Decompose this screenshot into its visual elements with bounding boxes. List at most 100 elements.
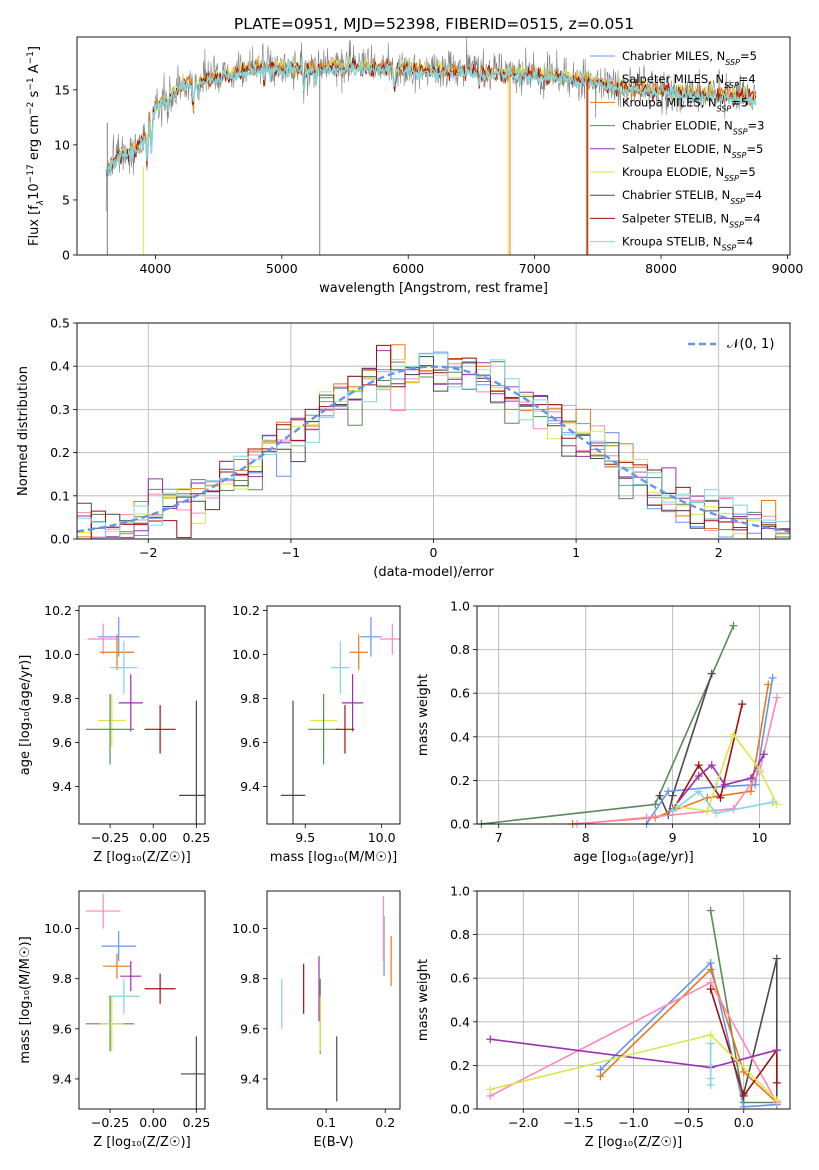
weight-marker	[738, 700, 747, 709]
errorbar-point	[97, 694, 126, 747]
y-axis-label-part: s	[27, 90, 42, 101]
errorbar-point	[120, 961, 142, 992]
weight-marker	[596, 1072, 605, 1081]
x-tick-label: −1	[282, 545, 300, 560]
y-axis-label-part: ]	[27, 46, 42, 51]
weight-marker	[739, 1067, 748, 1076]
weight-marker	[706, 1074, 715, 1083]
x-tick-label: −2	[139, 545, 157, 560]
y-tick-label: 0.5	[50, 316, 70, 331]
y-tick-label: 0.0	[450, 817, 470, 832]
legend-entry: Salpeter MILES, NSSP=4	[622, 72, 756, 90]
x-tick-label: 4000	[139, 261, 171, 276]
legend-count: =4	[744, 211, 761, 225]
legend-entry: Kroupa STELIB, NSSP=4	[622, 235, 753, 253]
y-axis-label-part: λ	[36, 200, 46, 206]
errorbar-point	[118, 674, 143, 732]
spectrum-model-line	[105, 56, 757, 177]
residuals-panel: −2 −1 0 1 2 0.0 0.1 0.2 0.3 0.4 0.5 (data-model)/er…	[16, 316, 791, 580]
weight-vs-z-panel: −2.0 −1.5 −1.0 −0.5 0.0 0.0 0.2 0.4 0.6 0.8 1.0 Z […	[416, 884, 791, 1150]
weight-marker	[642, 813, 651, 822]
y-tick-label: 10.2	[232, 603, 260, 618]
x-tick-label: 9000	[772, 261, 804, 276]
weight-marker	[772, 1046, 781, 1055]
weight-marker	[694, 787, 703, 796]
weight-line	[599, 961, 777, 1108]
axes-frame	[78, 890, 206, 1110]
x-tick-label: 7000	[519, 261, 551, 276]
mass-vs-z-panel: −0.25 0.00 0.25 9.4 9.6 9.8 10.0 Z [log₁₀(Z/Z☉)…	[18, 890, 210, 1150]
legend-entry: Chabrier MILES, NSSP=5	[622, 49, 757, 67]
y-tick-label: 0.2	[450, 773, 470, 788]
y-axis-label-part: Flux [f	[27, 205, 42, 246]
age-vs-mass-panel: 9.5 10.0 9.4 9.6 9.8 10.0 10.2 mass [log₁₀(M/M☉…	[232, 603, 401, 865]
weight-marker	[707, 761, 716, 770]
legend-text: Chabrier ELODIE, N	[622, 119, 733, 133]
weight-line	[671, 753, 765, 810]
weight-marker	[720, 780, 729, 789]
weight-marker	[729, 621, 738, 630]
x-tick-label: 9.5	[295, 830, 315, 845]
weight-marker	[759, 750, 768, 759]
x-axis-label: mass [log₁₀(M/M☉)]	[270, 850, 397, 865]
legend-count: =5	[746, 142, 763, 156]
axes-frame	[266, 890, 401, 1110]
x-tick-label: 9	[669, 830, 677, 845]
x-tick-label: 0	[430, 545, 438, 560]
x-tick-label: −0.25	[91, 1115, 129, 1130]
y-axis-label-part: −17	[26, 164, 36, 183]
errorbar-point	[349, 634, 368, 670]
legend-count: =5	[739, 165, 756, 179]
legend-count: =4	[736, 235, 753, 249]
y-tick-label: 9.4	[240, 1071, 260, 1086]
x-axis-label: Z [log₁₀(Z/Z☉)]	[93, 850, 190, 865]
legend-subscript: SSP	[729, 220, 744, 229]
spectrum-panel: 4000 5000 6000 7000 8000 9000 0 5 10 15 wavelength…	[26, 36, 803, 296]
errorbar-point	[85, 694, 135, 765]
legend-text: Kroupa MILES, N	[622, 95, 717, 109]
errorbar-point	[87, 623, 119, 655]
y-tick-label: 10.0	[44, 647, 72, 662]
axes-frame	[476, 605, 791, 825]
errorbar-point	[179, 700, 205, 824]
y-tick-label: 9.8	[52, 691, 72, 706]
y-tick-label: 9.6	[240, 735, 260, 750]
legend-text: Chabrier STELIB, N	[622, 188, 730, 202]
legend-text: Salpeter STELIB, N	[622, 211, 729, 225]
y-axis-label-part: −2	[26, 102, 36, 115]
weight-marker	[764, 680, 773, 689]
errorbar-point	[97, 617, 140, 657]
y-tick-label: 5	[62, 192, 70, 207]
x-axis-label: (data-model)/error	[373, 565, 494, 580]
y-tick-label: 0.2	[450, 1058, 470, 1073]
y-axis-label-part: −1	[26, 77, 36, 90]
legend-entry: Chabrier ELODIE, NSSP=3	[622, 119, 764, 137]
y-tick-label: 0.6	[450, 686, 470, 701]
weight-line	[672, 790, 773, 814]
legend-subscript: SSP	[717, 104, 732, 113]
axes-frame	[476, 890, 791, 1110]
y-tick-label: 0.4	[450, 1014, 470, 1029]
errorbar-point	[108, 978, 140, 1014]
y-tick-label: 0.6	[450, 971, 470, 986]
y-tick-label: 10.0	[232, 647, 260, 662]
x-axis-label: Z [log₁₀(Z/Z☉)]	[585, 1135, 682, 1150]
weight-marker	[668, 791, 677, 800]
legend-text: Salpeter MILES, N	[622, 72, 724, 86]
weight-marker	[772, 693, 781, 702]
legend-entry: Salpeter ELODIE, NSSP=5	[622, 142, 763, 160]
weight-marker	[739, 1091, 748, 1100]
mass-vs-ebv-panel: 0.1 0.2 9.4 9.6 9.8 10.0 E(B-V)	[232, 890, 401, 1150]
y-tick-label: 9.8	[52, 971, 72, 986]
plot-area: 4000 5000 6000 7000 8000 9000051015wavelength…	[16, 36, 803, 1150]
y-tick-label: 9.6	[52, 1021, 72, 1036]
legend-entry: Chabrier STELIB, NSSP=4	[622, 188, 762, 206]
weight-marker	[703, 806, 712, 815]
normal-curve	[77, 365, 790, 533]
y-tick-label: 9.8	[240, 971, 260, 986]
errorbar-point	[360, 617, 382, 657]
legend-text: Kroupa STELIB, N	[622, 235, 722, 249]
weight-marker	[668, 806, 677, 815]
x-tick-label: −1.5	[563, 1115, 593, 1130]
weight-marker	[755, 765, 764, 774]
